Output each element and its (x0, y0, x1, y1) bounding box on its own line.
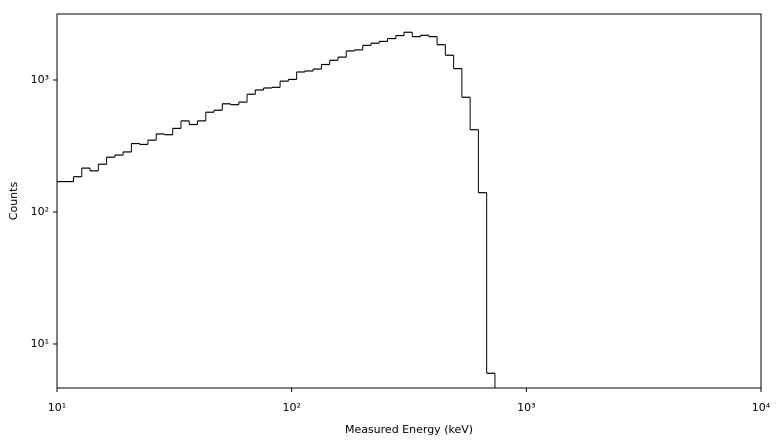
plot-frame (56, 13, 762, 389)
y-axis-label: Counts (7, 182, 20, 221)
x-tick-label: 10³ (517, 401, 535, 414)
y-tick-label: 10² (31, 205, 49, 218)
x-tick-label: 10¹ (48, 401, 66, 414)
x-axis-label: Measured Energy (keV) (345, 423, 473, 436)
y-tick-label: 10¹ (31, 337, 49, 350)
x-tick-label: 10² (282, 401, 300, 414)
x-tick-label: 10⁴ (752, 401, 771, 414)
y-tick-label: 10³ (31, 73, 49, 86)
